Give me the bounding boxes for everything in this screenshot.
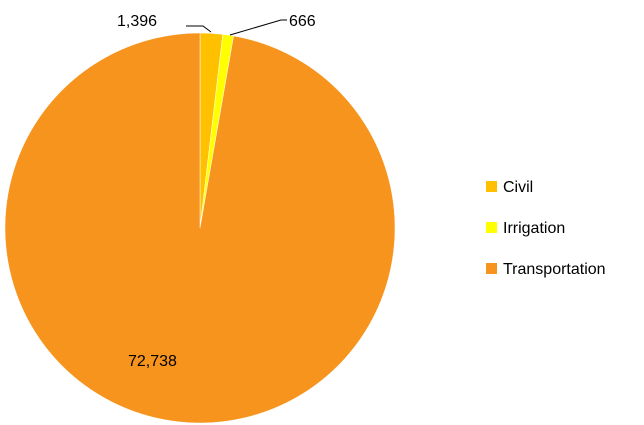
data-label-irrigation: 666 (289, 13, 316, 30)
legend: Civil Irrigation Transportation (486, 179, 606, 278)
legend-swatch-irrigation (486, 222, 497, 233)
data-label-transportation: 72,738 (128, 353, 177, 370)
leader-lines (186, 19, 287, 36)
legend-label-transportation: Transportation (503, 261, 606, 278)
legend-item-irrigation: Irrigation (486, 220, 565, 237)
data-labels: 1,396 666 72,738 (117, 13, 316, 370)
legend-swatch-civil (486, 181, 497, 192)
pie-slice-transportation (4, 32, 396, 424)
legend-item-civil: Civil (486, 179, 533, 196)
pie-slices (4, 32, 396, 424)
legend-item-transportation: Transportation (486, 261, 606, 278)
leader-line-irrigation (229, 19, 287, 36)
leader-line-civil (186, 25, 212, 33)
legend-label-civil: Civil (503, 179, 533, 196)
data-label-civil: 1,396 (117, 13, 157, 30)
legend-label-irrigation: Irrigation (503, 220, 565, 237)
legend-swatch-transportation (486, 263, 497, 274)
